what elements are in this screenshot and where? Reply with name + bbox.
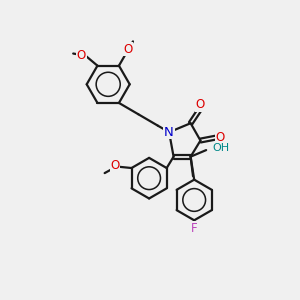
Text: OH: OH [213, 143, 230, 153]
Text: O: O [110, 159, 120, 172]
Text: O: O [215, 131, 225, 144]
Text: F: F [191, 221, 197, 235]
Text: N: N [164, 126, 174, 139]
Text: O: O [196, 98, 205, 111]
Text: O: O [77, 49, 86, 62]
Text: O: O [123, 43, 133, 56]
